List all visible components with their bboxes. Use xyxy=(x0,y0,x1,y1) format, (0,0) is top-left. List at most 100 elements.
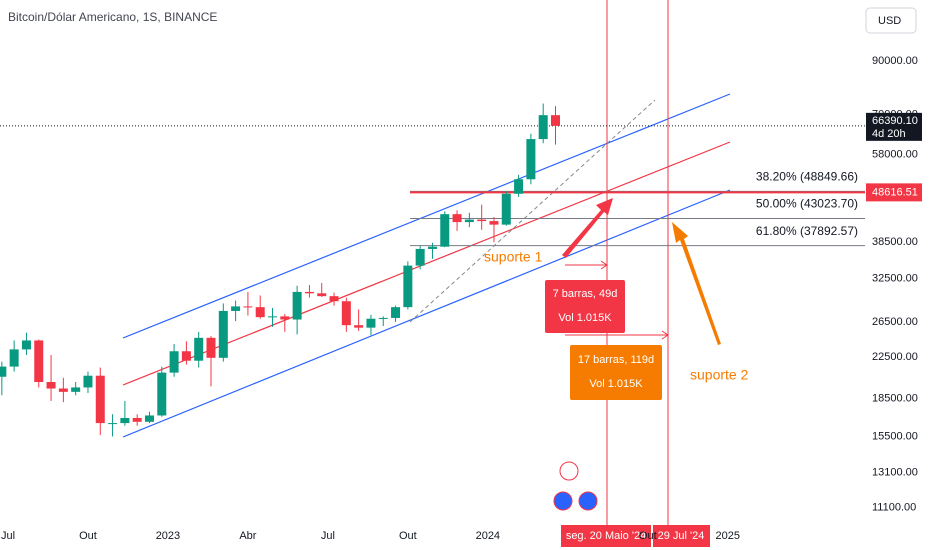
chart-title: Bitcoin/Dólar Americano, 1S, BINANCE xyxy=(8,10,217,24)
candle-body xyxy=(95,375,105,424)
candle-body xyxy=(391,307,401,318)
candle-body xyxy=(243,306,253,308)
event-icon[interactable] xyxy=(578,491,598,511)
candle-body xyxy=(169,351,179,373)
x-tick-label: Jul xyxy=(321,530,335,542)
candle-body xyxy=(58,388,68,392)
candle-body xyxy=(292,291,302,320)
candle-body xyxy=(255,307,265,318)
overlays: 7 barras, 49d Vol 1.015K 17 barras, 119d… xyxy=(0,7,932,550)
range-arrow-head xyxy=(600,260,608,270)
price-tag xyxy=(866,112,922,141)
candle-body xyxy=(46,382,56,389)
candle-body xyxy=(144,415,154,422)
candle-body xyxy=(71,387,81,392)
annotation: suporte 1 xyxy=(484,249,543,265)
range-label: Vol 1.015K xyxy=(558,312,612,324)
y-tick-label: 90000.00 xyxy=(872,55,918,67)
candles xyxy=(0,103,560,437)
range-label: Vol 1.015K xyxy=(589,378,643,390)
date-label: 29 Jul '24 xyxy=(658,530,705,542)
candle-body xyxy=(120,417,130,424)
candle-body xyxy=(501,193,511,225)
fib-label: 38.20% (48849.66) xyxy=(756,170,858,184)
x-tick-label: 2024 xyxy=(476,530,500,542)
annotation: suporte 2 xyxy=(690,367,749,383)
candle-body xyxy=(304,291,314,294)
drawings xyxy=(0,0,866,527)
candle-body xyxy=(341,301,351,326)
range-label: 7 barras, 49d xyxy=(553,288,618,300)
arrow xyxy=(672,222,721,345)
candle-body xyxy=(157,372,167,416)
x-tick-label: 2023 xyxy=(156,530,180,542)
x-tick-label: Out xyxy=(639,530,657,542)
y-tick-label: 11100.00 xyxy=(872,502,916,514)
candle-body xyxy=(194,337,204,361)
candle-body xyxy=(415,248,425,266)
candle-body xyxy=(21,340,31,350)
channel-upper xyxy=(122,93,731,339)
event-icon[interactable] xyxy=(559,461,579,481)
candle-body xyxy=(329,296,339,302)
y-tick-label: 13100.00 xyxy=(872,466,918,478)
currency-label[interactable]: USD xyxy=(878,15,901,27)
candle-body xyxy=(206,337,216,358)
fib-label: 50.00% (43023.70) xyxy=(756,197,858,211)
arrow xyxy=(562,198,613,258)
range-arrow-head xyxy=(661,330,669,340)
y-tick-label: 38500.00 xyxy=(872,236,918,248)
candle-body xyxy=(83,375,93,388)
candle-body xyxy=(34,340,44,383)
price-tag-label: 66390.10 xyxy=(872,115,918,127)
y-tick-label: 22500.00 xyxy=(872,351,918,363)
range-box xyxy=(570,345,662,400)
candle-body xyxy=(464,219,474,223)
candle-body xyxy=(317,293,327,297)
channel-lower xyxy=(122,189,731,438)
price-tag xyxy=(866,183,922,202)
countdown-label: 4d 20h xyxy=(872,128,906,140)
candle-body xyxy=(132,417,142,422)
date-label: seg. 20 Maio '24 xyxy=(566,530,646,542)
date-tag xyxy=(561,525,651,547)
range-box xyxy=(545,280,625,333)
candle-body xyxy=(354,325,364,328)
x-tick-label: 2025 xyxy=(715,530,739,542)
candle-body xyxy=(366,318,376,328)
event-icon[interactable] xyxy=(553,491,573,511)
candle-body xyxy=(0,366,7,377)
candle-body xyxy=(403,265,413,308)
candle-body xyxy=(9,349,19,367)
candle-body xyxy=(218,310,228,358)
fib-label: 61.80% (37892.57) xyxy=(756,224,858,238)
candle-body xyxy=(268,316,278,318)
candle-body xyxy=(526,139,536,180)
candle-body xyxy=(550,115,560,126)
y-tick-label: 58000.00 xyxy=(872,149,918,161)
candle-body xyxy=(231,306,241,311)
y-tick-label: 32500.00 xyxy=(872,272,918,284)
candle-body xyxy=(452,214,462,223)
x-tick-label: Out xyxy=(399,530,417,542)
x-tick-label: Abr xyxy=(239,530,256,542)
date-tag xyxy=(653,525,710,547)
time-axis xyxy=(0,527,932,550)
x-tick-label: Out xyxy=(79,530,97,542)
y-tick-label: 18500.00 xyxy=(872,393,918,405)
range-label: 17 barras, 119d xyxy=(578,354,654,366)
candle-body xyxy=(440,214,450,247)
y-tick-label: 15500.00 xyxy=(872,430,918,442)
candle-body xyxy=(477,219,487,222)
candle-body xyxy=(280,316,290,320)
currency-button[interactable] xyxy=(865,7,917,34)
trend-dashed xyxy=(409,99,656,323)
candle-body xyxy=(538,115,548,140)
candle-body xyxy=(108,423,118,425)
candle-body xyxy=(181,351,191,361)
y-tick-label: 26500.00 xyxy=(872,316,918,328)
candle-body xyxy=(489,221,499,225)
candle-body xyxy=(378,317,388,319)
price-tag-label: 48616.51 xyxy=(872,186,918,198)
